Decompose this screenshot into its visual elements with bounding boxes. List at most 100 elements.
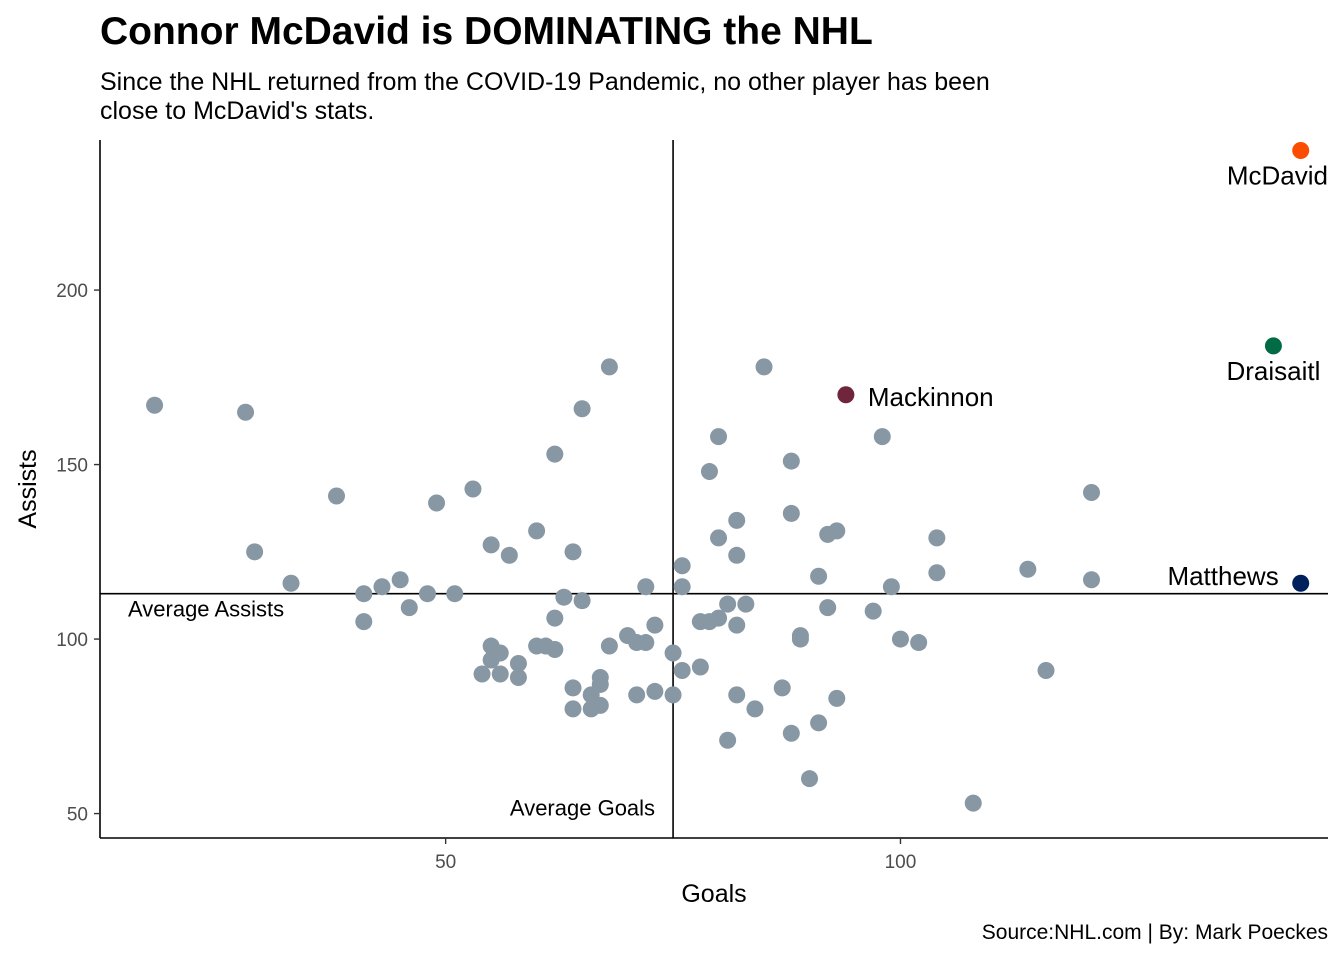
data-point [673, 661, 691, 679]
data-point [710, 609, 728, 627]
data-point [691, 658, 709, 676]
label-mackinnon: Mackinnon [868, 382, 994, 412]
data-point [810, 714, 828, 732]
chart-subtitle: Since the NHL returned from the COVID-19… [100, 68, 990, 125]
data-point [719, 731, 737, 749]
data-point [328, 487, 346, 505]
data-point [573, 400, 591, 418]
data-point [728, 546, 746, 564]
data-point [828, 689, 846, 707]
data-point [873, 428, 891, 446]
data-point [418, 585, 436, 603]
data-point [755, 358, 773, 376]
data-point [746, 700, 764, 718]
data-point [482, 536, 500, 554]
data-point [400, 599, 418, 617]
y-axis-title: Assists [14, 449, 42, 528]
y-tick-label: 100 [56, 630, 88, 651]
data-point [491, 665, 509, 683]
labels: McDavid Draisaitl Mackinnon Matthews [868, 160, 1328, 591]
data-point [237, 403, 255, 421]
data-point [528, 522, 546, 540]
label-mcdavid: McDavid [1227, 160, 1328, 190]
x-tick-label: 50 [435, 852, 456, 873]
data-point [355, 613, 373, 631]
x-axis-title: Goals [681, 880, 746, 908]
data-point [728, 616, 746, 634]
data-point [700, 463, 718, 481]
data-point [646, 616, 664, 634]
data-point [546, 445, 564, 463]
data-point [591, 668, 609, 686]
data-point [500, 546, 518, 564]
data-point [600, 637, 618, 655]
data-point [509, 668, 527, 686]
y-tick-label: 200 [56, 281, 88, 302]
data-point [801, 770, 819, 788]
data-point [782, 452, 800, 470]
y-tick-label: 50 [67, 805, 88, 826]
data-point [428, 494, 446, 512]
data-point [664, 686, 682, 704]
data-point [573, 592, 591, 610]
point-matthews [1292, 574, 1310, 592]
data-point [710, 428, 728, 446]
data-point [910, 634, 928, 652]
data-point [864, 602, 882, 620]
data-point [1037, 661, 1055, 679]
data-point [646, 682, 664, 700]
data-point [373, 578, 391, 596]
data-point [882, 578, 900, 596]
data-point [446, 585, 464, 603]
data-point [464, 480, 482, 498]
data-point [828, 522, 846, 540]
average-goals-label: Average Goals [510, 796, 655, 821]
chart-title: Connor McDavid is DOMINATING the NHL [100, 10, 873, 53]
data-point [146, 396, 164, 414]
data-point [246, 543, 264, 561]
data-point [473, 665, 491, 683]
label-draisaitl: Draisaitl [1226, 356, 1320, 386]
data-point [819, 599, 837, 617]
data-point [719, 595, 737, 613]
data-point [355, 585, 373, 603]
data-point [791, 630, 809, 648]
data-point [546, 609, 564, 627]
label-matthews: Matthews [1167, 561, 1278, 591]
y-tick-label: 150 [56, 456, 88, 477]
data-point [1082, 571, 1100, 589]
data-point [928, 564, 946, 582]
data-point [782, 504, 800, 522]
data-point [628, 686, 646, 704]
data-point [564, 700, 582, 718]
data-point [491, 644, 509, 662]
average-assists-label: Average Assists [128, 597, 284, 622]
x-tick-label: 100 [885, 852, 917, 873]
data-point [673, 557, 691, 575]
data-point [728, 686, 746, 704]
data-point [282, 574, 300, 592]
data-point [564, 679, 582, 697]
data-point [710, 529, 728, 547]
data-point [773, 679, 791, 697]
data-point [637, 634, 655, 652]
data-point [737, 595, 755, 613]
data-point [964, 794, 982, 812]
data-point [600, 358, 618, 376]
data-point [810, 567, 828, 585]
data-point [509, 655, 527, 672]
point-mackinnon [837, 386, 855, 404]
axes: 50 100 150 200 50 100 Goals Assists [14, 140, 1328, 908]
data-point [555, 588, 573, 606]
data-point [673, 578, 691, 596]
source-caption: Source:NHL.com | By: Mark Poeckes [981, 921, 1328, 944]
data-point [782, 724, 800, 742]
data-point [637, 578, 655, 596]
data-point [591, 696, 609, 714]
data-point [546, 641, 564, 659]
data-point [928, 529, 946, 547]
data-point [664, 644, 682, 662]
data-point [1082, 483, 1100, 501]
data-point [391, 571, 409, 589]
data-point [1019, 560, 1037, 578]
